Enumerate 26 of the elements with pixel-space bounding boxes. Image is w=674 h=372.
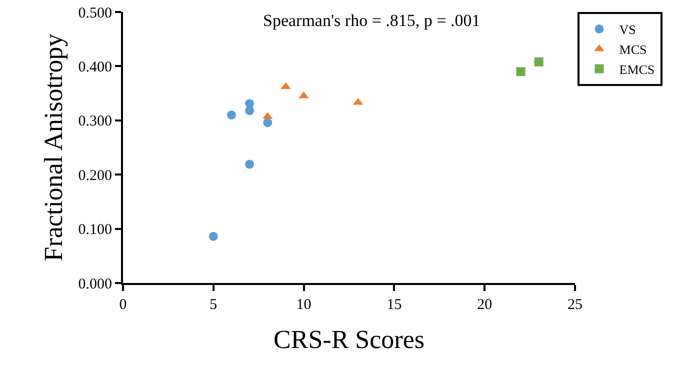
y-tick-label: 0.500: [78, 5, 112, 22]
point: [516, 67, 526, 76]
annotation: Spearman's rho = .815, p = .001: [263, 11, 480, 30]
y-tick-label: 0.100: [78, 222, 112, 238]
point: [245, 106, 254, 116]
y-tick-label: 0.000: [78, 276, 112, 292]
x-axis-title: CRS-R Scores: [274, 325, 424, 354]
y-tick-label: 0.200: [78, 168, 112, 184]
x-tick-label: 10: [296, 297, 312, 313]
x-tick-label: 15: [386, 297, 402, 313]
point: [263, 118, 272, 128]
x-tick-label: 25: [568, 297, 582, 313]
y-tick-label: 0.300: [78, 114, 112, 130]
point: [208, 232, 218, 241]
point: [534, 57, 544, 66]
legend-label: VS: [619, 22, 636, 38]
y-axis-title: Fractional Anisotropy: [39, 34, 68, 262]
legend-label: MCS: [619, 42, 647, 57]
point: [280, 82, 291, 90]
x-tick-label: 0: [119, 297, 127, 313]
point: [245, 160, 254, 169]
point: [226, 110, 236, 120]
x-tick-label: 20: [477, 297, 492, 313]
legend-label: EMCS: [619, 62, 655, 77]
y-tick-label: 0.400: [78, 59, 112, 76]
x-tick-label: 5: [210, 297, 218, 313]
